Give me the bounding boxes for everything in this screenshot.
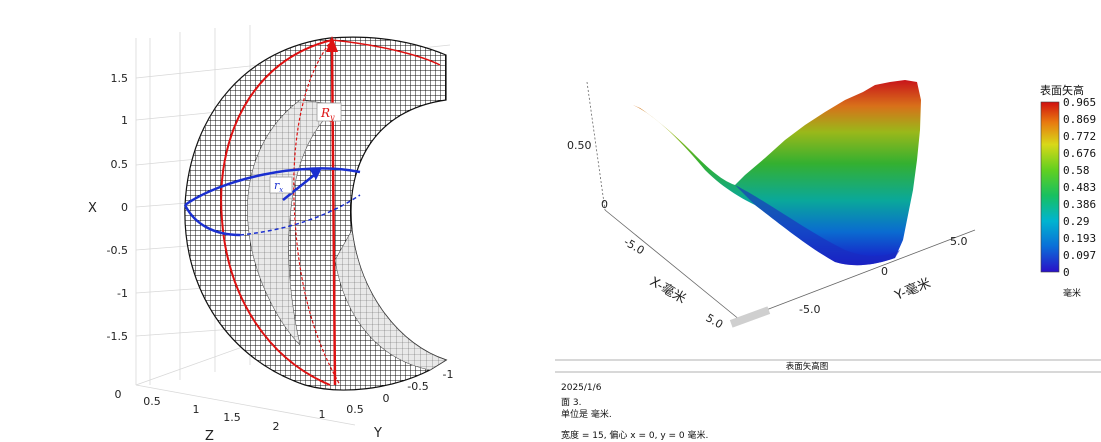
ry-arrowhead [326, 36, 338, 52]
tick-z-0: 0 [601, 198, 608, 211]
svg-text:0: 0 [1063, 266, 1070, 279]
svg-text:-1: -1 [117, 287, 128, 300]
rx-arrowhead [310, 168, 322, 180]
x-mm-label: X-毫米 [647, 274, 689, 307]
svg-text:-0.5: -0.5 [407, 380, 428, 393]
tick-y-0: 0 [881, 265, 888, 278]
torus-inner-surface [247, 99, 341, 346]
sag-axes [586, 81, 976, 321]
colorbar-ticks: 0.965 0.869 0.772 0.676 0.58 0.483 0.386… [1063, 96, 1096, 279]
svg-text:2: 2 [273, 420, 280, 433]
svg-text:1: 1 [193, 403, 200, 416]
tick-y-m5: -5.0 [799, 303, 820, 316]
svg-text:0.772: 0.772 [1063, 130, 1096, 143]
tick-x-m5: -5.0 [622, 235, 647, 257]
colorbar [1040, 101, 1060, 273]
svg-text:0.58: 0.58 [1063, 164, 1090, 177]
ry-arrow [330, 43, 337, 386]
rx-label-sub: x [279, 186, 283, 194]
svg-text:0: 0 [383, 392, 390, 405]
svg-text:1.5: 1.5 [111, 72, 129, 85]
blue-latitude-outer [184, 167, 361, 207]
rx-label-box: rx [269, 176, 293, 194]
svg-text:0.097: 0.097 [1063, 249, 1096, 262]
svg-text:1.5: 1.5 [223, 411, 241, 424]
svg-text:1: 1 [319, 408, 326, 421]
info-units: 单位是 毫米. [561, 410, 612, 420]
tick-y-5: 5.0 [950, 235, 968, 248]
svg-text:rx: rx [274, 179, 283, 194]
svg-text:1: 1 [121, 114, 128, 127]
svg-text:0.5: 0.5 [346, 403, 364, 416]
panel-title: 表面矢高图 [786, 361, 829, 372]
colorbar-unit: 毫米 [1063, 287, 1081, 299]
tick-x-5: 5.0 [704, 311, 726, 331]
sag-axis-corner [729, 306, 771, 328]
info-surface: 面 3. [561, 398, 582, 408]
svg-text:0.965: 0.965 [1063, 96, 1096, 109]
sag-surface-front [735, 185, 900, 266]
torus-outer-surface [184, 36, 448, 391]
z-axis-label: Z [205, 429, 214, 442]
red-meridian-outer [220, 39, 333, 386]
svg-text:-1: -1 [443, 368, 454, 381]
svg-text:0.193: 0.193 [1063, 232, 1096, 245]
ry-label-sub: y [329, 113, 335, 122]
torus-wireframe-plot: Ry rx 1.5 1 0.5 0 -0.5 -1 -1.5 X 0 0.5 1… [88, 25, 454, 442]
svg-text:Ry: Ry [320, 106, 335, 122]
svg-text:0: 0 [115, 388, 122, 401]
sag-surface [633, 80, 921, 266]
info-params: 宽度 = 15, 偏心 x = 0, y = 0 毫米. [561, 431, 709, 441]
y-axis-ticks: 1 0.5 0 -0.5 -1 [319, 368, 454, 421]
torus-inner-band [334, 229, 447, 371]
red-arc-top [331, 39, 441, 66]
info-date: 2025/1/6 [561, 383, 602, 393]
rx-arrow [282, 171, 319, 201]
svg-text:0.5: 0.5 [111, 158, 129, 171]
svg-text:-1.5: -1.5 [107, 330, 128, 343]
blue-latitude-dashed [239, 194, 361, 236]
svg-text:0.29: 0.29 [1063, 215, 1090, 228]
svg-text:0.483: 0.483 [1063, 181, 1096, 194]
svg-text:0.5: 0.5 [143, 395, 161, 408]
blue-latitude-lower [183, 204, 241, 237]
svg-text:0.386: 0.386 [1063, 198, 1096, 211]
ry-label-box: Ry [316, 102, 342, 122]
x-axis-ticks: 1.5 1 0.5 0 -0.5 -1 -1.5 [107, 72, 128, 343]
z-axis-ticks: 0 0.5 1 1.5 2 [115, 388, 280, 433]
svg-text:0.869: 0.869 [1063, 113, 1096, 126]
rx-label: r [274, 179, 280, 192]
svg-text:0: 0 [121, 201, 128, 214]
colorbar-title: 表面矢高 [1040, 83, 1084, 97]
ry-label: R [320, 106, 330, 120]
svg-text:-0.5: -0.5 [107, 244, 128, 257]
red-meridian-inner [293, 39, 341, 386]
y-axis-label: Y [373, 426, 382, 441]
tick-z-050: 0.50 [567, 139, 592, 152]
x-axis-label: X [88, 201, 97, 216]
surface-sag-plot: 0.50 0 -5.0 5.0 X-毫米 -5.0 0 5.0 Y-毫米 表面矢… [555, 80, 1101, 373]
y-mm-label: Y-毫米 [892, 275, 933, 304]
svg-text:0.676: 0.676 [1063, 147, 1096, 160]
